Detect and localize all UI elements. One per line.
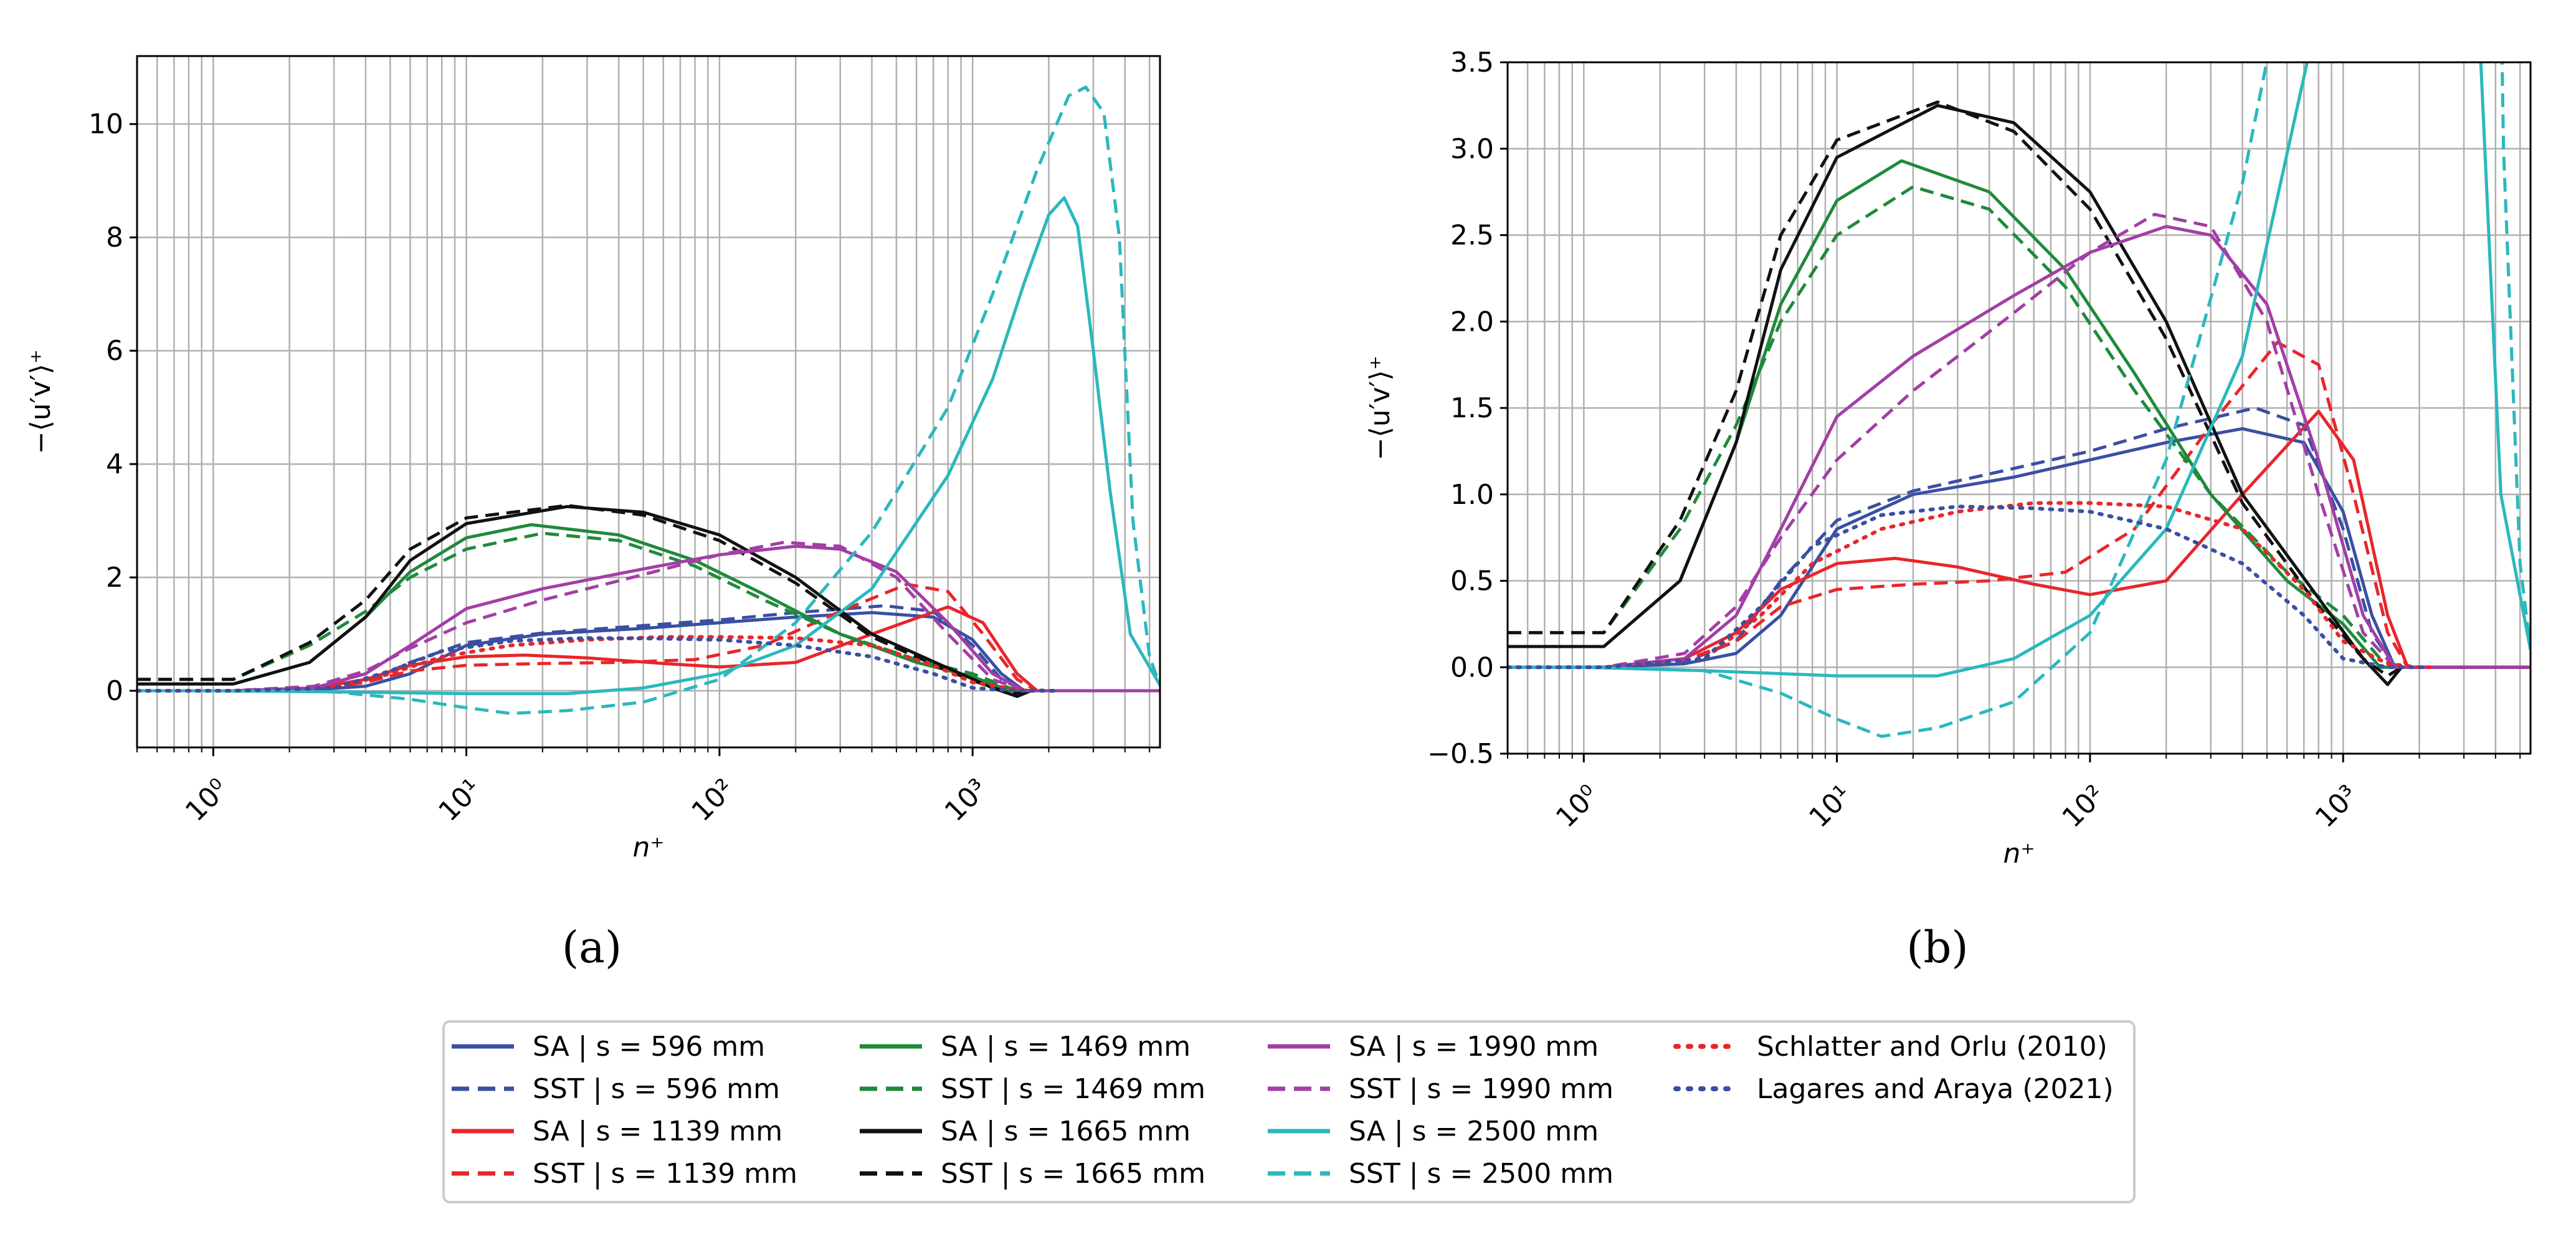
y-tick-label: 0: [106, 675, 123, 707]
y-axis-label: −⟨u′v′⟩⁺: [25, 349, 57, 454]
y-tick-label: 2.0: [1450, 306, 1494, 338]
x-tick-label: 10⁰: [1550, 779, 1605, 834]
legend: SA | s = 596 mm SST | s = 596 mm SA | s = …: [442, 1020, 2136, 1203]
caption-a: (a): [562, 922, 622, 973]
plot-frame: [136, 55, 1161, 749]
series-line: [1508, 341, 2531, 669]
legend-label: SST | s = 1665 mm: [941, 1158, 1205, 1190]
legend-label: SST | s = 1139 mm: [533, 1158, 797, 1190]
series-line: [137, 505, 1160, 698]
legend-label: SA | s = 1139 mm: [533, 1116, 782, 1147]
legend-label: Lagares and Araya (2021): [1757, 1073, 2114, 1105]
x-axis-label: n⁺: [2003, 838, 2035, 870]
y-tick-label: 4: [106, 448, 123, 480]
y-tick-label: 3.5: [1450, 47, 1494, 78]
series-line: [137, 504, 1160, 696]
series-line: [1508, 100, 2531, 678]
x-tick-label: 10²: [2056, 779, 2111, 834]
series-group: [137, 85, 1160, 715]
legend-label: Schlatter and Orlu (2010): [1757, 1031, 2108, 1063]
chart-panel-b: −0.5 0.0 0.5 1.0 1.5 2.0 2.5 3.0 3.5 10⁰ 10¹ 10² 10³…: [1364, 47, 2532, 870]
legend-label: SST | s = 2500 mm: [1349, 1158, 1614, 1190]
chart-panel-a: 0 2 4 6 8 10 10⁰ 10¹ 10² 10³ n⁺ −⟨u′v′⟩⁺: [25, 55, 1161, 863]
x-tick-label: 10⁰: [179, 773, 234, 828]
legend-label: SA | s = 596 mm: [533, 1031, 765, 1063]
y-tick-label: 0.0: [1450, 652, 1494, 683]
x-tick-label: 10²: [686, 773, 741, 828]
y-tick-label: 8: [106, 222, 123, 254]
series-line: [137, 85, 1160, 715]
series-line: [1508, 62, 2531, 678]
legend-label: SST | s = 1469 mm: [941, 1073, 1205, 1105]
series-line: [137, 196, 1160, 696]
legend-frame: [442, 1020, 2136, 1203]
series-line: [1508, 212, 2531, 669]
y-tick-label: 10: [88, 108, 123, 140]
series-line: [1508, 225, 2531, 669]
y-tick-label: 2.5: [1450, 220, 1494, 252]
legend-label: SA | s = 1469 mm: [941, 1031, 1191, 1063]
series-group: [1508, 62, 2531, 738]
series-line: [1508, 427, 2531, 669]
y-tick-label: 3.0: [1450, 133, 1494, 165]
y-tick-label: 1.0: [1450, 479, 1494, 511]
legend-label: SA | s = 1990 mm: [1349, 1031, 1599, 1063]
legend-label: SST | s = 596 mm: [533, 1073, 780, 1105]
series-line: [137, 541, 1160, 693]
series-line: [137, 611, 1160, 693]
y-tick-label: 6: [106, 335, 123, 367]
x-tick-label: 10³: [939, 773, 994, 828]
legend-label: SST | s = 1990 mm: [1349, 1073, 1614, 1105]
series-line: [137, 636, 1062, 693]
series-line: [1508, 62, 2531, 738]
x-axis-label: n⁺: [632, 832, 664, 863]
y-tick-label: 2: [106, 562, 123, 594]
legend-label: SA | s = 1665 mm: [941, 1116, 1191, 1147]
series-line: [1508, 505, 2432, 670]
series-line: [1508, 103, 2531, 686]
y-axis-label: −⟨u′v′⟩⁺: [1364, 356, 1396, 460]
caption-b: (b): [1906, 922, 1968, 973]
series-line: [137, 635, 1062, 693]
x-tick-label: 10³: [2309, 779, 2364, 834]
x-tick-label: 10¹: [432, 773, 487, 828]
y-tick-label: 0.5: [1450, 566, 1494, 597]
series-line: [1508, 185, 2531, 669]
y-tick-label: −0.5: [1427, 738, 1494, 770]
series-line: [1508, 501, 2432, 670]
legend-label: SA | s = 2500 mm: [1349, 1116, 1599, 1147]
y-tick-label: 1.5: [1450, 392, 1494, 424]
x-tick-label: 10¹: [1803, 779, 1858, 834]
